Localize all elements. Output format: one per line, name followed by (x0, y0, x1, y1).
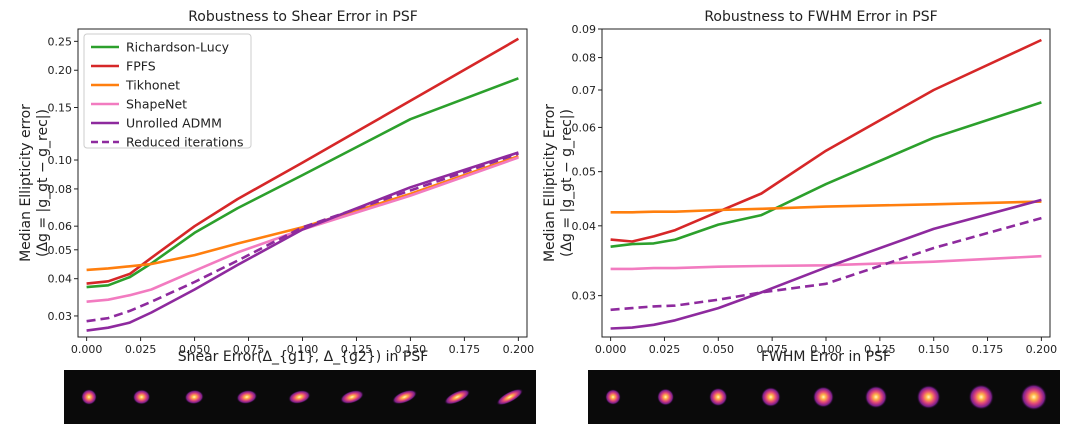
y-ticks: 0.03 0.04 0.05 0.06 0.08 0.10 0.15 0.20 0.25 (48, 35, 78, 323)
x-tick-label: 0.025 (649, 343, 681, 356)
psf-blob (760, 386, 781, 408)
x-tick-label: 0.125 (341, 343, 373, 356)
series-line-shapenet (610, 254, 1042, 271)
legend-box (83, 33, 252, 149)
series-line-reduced-iterations (610, 216, 1042, 312)
series-line-tikhonet (86, 154, 519, 272)
psf-blob (968, 384, 995, 410)
x-tick-label: 0.125 (864, 343, 896, 356)
y-tick-label: 0.20 (48, 64, 73, 77)
x-ticks: 0.000 0.025 0.050 0.075 0.100 0.125 0.150 0.175… (71, 337, 534, 356)
y-tick-label: 0.05 (572, 166, 597, 179)
psf-blob (443, 389, 471, 405)
x-tick-label: 0.150 (918, 343, 950, 356)
x-tick-label: 0.000 (595, 343, 627, 356)
series-lines (86, 37, 520, 332)
x-axis-label: FWHM Error in PSF (761, 349, 891, 365)
y-axis-label: Median Ellipticity error (18, 104, 34, 262)
psf-blob (1020, 383, 1048, 411)
psf-blob (916, 384, 941, 410)
x-tick-label: 0.050 (179, 343, 211, 356)
y-tick-label: 0.03 (48, 310, 73, 323)
y-tick-label: 0.07 (572, 84, 597, 97)
chart-title: Robustness to Shear Error in PSF (188, 9, 418, 25)
psf-blob (391, 389, 418, 405)
series-line-shapenet (86, 156, 519, 303)
legend-label: Reduced iterations (126, 135, 243, 150)
y-tick-label: 0.15 (48, 102, 73, 115)
legend-label: Unrolled ADMM (126, 116, 222, 131)
series-line-tikhonet (610, 200, 1042, 214)
x-tick-label: 0.200 (503, 343, 535, 356)
x-tick-label: 0.100 (810, 343, 842, 356)
x-tick-label: 0.175 (972, 343, 1004, 356)
x-ticks: 0.000 0.025 0.050 0.075 0.100 0.125 0.150 0.175… (595, 337, 1057, 356)
series-line-unrolled-admm (610, 198, 1042, 330)
legend-label: Richardson-Lucy (126, 40, 230, 55)
series-lines (610, 38, 1042, 330)
y-tick-label: 0.09 (572, 23, 597, 36)
series-line-richardson-lucy (610, 101, 1042, 248)
x-tick-label: 0.150 (395, 343, 427, 356)
chart-panel-shear: Robustness to Shear Error in PSF 0.030.0… (18, 9, 536, 424)
y-tick-label: 0.03 (572, 290, 597, 303)
y-tick-label: 0.04 (572, 220, 597, 233)
series-line-unrolled-admm (86, 151, 519, 332)
psf-blob (864, 385, 888, 409)
y-tick-label: 0.05 (48, 244, 73, 257)
psf-blob (605, 389, 621, 405)
psf-blob-row (605, 383, 1048, 411)
chart-panel-fwhm: Robustness to FWHM Error in PSF 0.03 0.04… (542, 9, 1060, 424)
psf-blob (339, 389, 365, 405)
x-tick-label: 0.000 (71, 343, 103, 356)
psf-blob (236, 389, 258, 405)
psf-blob (812, 386, 835, 408)
legend: Richardson-Lucy FPFS Tikhonet ShapeNet Unrol… (83, 33, 252, 150)
y-axis-label: Median Ellipticity Error (542, 104, 558, 262)
y-tick-label: 0.06 (572, 121, 597, 134)
y-axis-label-formula: (Δg = |g_gt − g_rec|) (559, 109, 575, 257)
x-axis-label: Shear Error(Δ_{g1}, Δ_{g2}) in PSF (178, 349, 429, 365)
legend-label: Tikhonet (125, 78, 180, 93)
y-tick-label: 0.25 (48, 35, 73, 48)
y-axis-label-formula: (Δg = |g_gt − g_rec|) (35, 109, 51, 257)
series-line-fpfs (86, 37, 520, 285)
x-tick-label: 0.175 (449, 343, 481, 356)
y-tick-label: 0.10 (48, 154, 73, 167)
x-tick-label: 0.075 (756, 343, 788, 356)
x-tick-label: 0.025 (125, 343, 157, 356)
psf-blob (81, 389, 97, 405)
x-tick-label: 0.050 (703, 343, 735, 356)
chart-title: Robustness to FWHM Error in PSF (704, 9, 937, 25)
y-tick-label: 0.08 (48, 183, 73, 196)
series-line-reduced-iterations (86, 152, 519, 323)
x-tick-label: 0.100 (287, 343, 319, 356)
psf-blob (708, 387, 728, 407)
psf-blob (288, 390, 311, 404)
y-tick-label: 0.08 (572, 52, 597, 65)
legend-label: FPFS (126, 59, 156, 74)
psf-blob (496, 388, 524, 406)
x-tick-label: 0.075 (233, 343, 265, 356)
series-line-fpfs (610, 38, 1042, 243)
y-ticks: 0.03 0.04 0.05 0.06 0.07 0.08 0.09 (572, 23, 602, 303)
psf-blob (656, 388, 675, 406)
psf-blob (132, 389, 151, 405)
x-tick-label: 0.200 (1026, 343, 1058, 356)
psf-blob-row (81, 388, 524, 406)
psf-blob (184, 389, 204, 405)
y-tick-label: 0.06 (48, 220, 73, 233)
series-line-richardson-lucy (86, 77, 519, 289)
y-tick-label: 0.04 (48, 273, 73, 286)
legend-label: ShapeNet (126, 97, 187, 112)
